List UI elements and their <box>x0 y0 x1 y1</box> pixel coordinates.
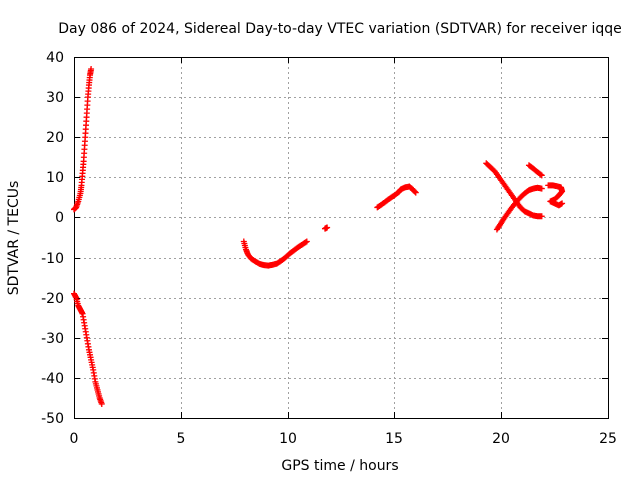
y-tick-label: 0 <box>55 210 64 226</box>
plot-frame <box>74 57 609 419</box>
y-tick-label: -40 <box>41 371 64 387</box>
y-tick-label: -30 <box>41 331 64 347</box>
y-tick-label: 40 <box>46 50 64 66</box>
data-point <box>538 172 545 179</box>
series-pass-9-loop <box>545 182 566 209</box>
data-point <box>538 185 545 192</box>
data-point <box>538 213 545 220</box>
axis-ticks <box>74 57 609 419</box>
data-points <box>71 66 566 407</box>
data-point <box>537 171 544 178</box>
x-axis-title: GPS time / hours <box>281 458 398 474</box>
series-pass-5 <box>374 183 419 211</box>
series-pass-7-ascending <box>493 184 545 233</box>
series-pass-8-short-desc <box>525 162 545 179</box>
data-point <box>98 400 105 407</box>
x-tick-label: 25 <box>599 431 617 447</box>
y-tick-label: 30 <box>46 90 64 106</box>
series-pass-1-rising <box>71 66 95 213</box>
y-tick-label: -20 <box>41 291 64 307</box>
y-tick-labels: -50 -40 -30 -20 -10 0 10 20 30 40 <box>41 50 64 427</box>
data-point <box>411 188 418 195</box>
data-point <box>88 66 95 73</box>
y-tick-label: -10 <box>41 251 64 267</box>
chart-title: Day 086 of 2024, Sidereal Day-to-day VTE… <box>58 21 622 37</box>
series-pass-2-falling <box>71 290 105 407</box>
x-tick-label: 20 <box>492 431 510 447</box>
data-point <box>302 239 309 246</box>
x-tick-label: 0 <box>70 431 79 447</box>
x-tick-label: 15 <box>385 431 403 447</box>
data-point <box>303 238 310 245</box>
data-point <box>324 224 331 231</box>
y-axis-title: SDTVAR / TECUs <box>6 181 22 296</box>
y-tick-label: 20 <box>46 130 64 146</box>
data-point <box>412 189 419 196</box>
grid-layer <box>74 57 608 418</box>
data-point <box>559 200 566 207</box>
y-tick-label: 10 <box>46 170 64 186</box>
x-tick-labels: 0 5 10 15 20 25 <box>70 431 617 447</box>
y-tick-label: -50 <box>41 411 64 427</box>
x-tick-label: 10 <box>279 431 297 447</box>
series-pass-3-arc <box>240 238 310 269</box>
series-pass-4-short <box>321 224 331 232</box>
x-tick-label: 5 <box>177 431 186 447</box>
